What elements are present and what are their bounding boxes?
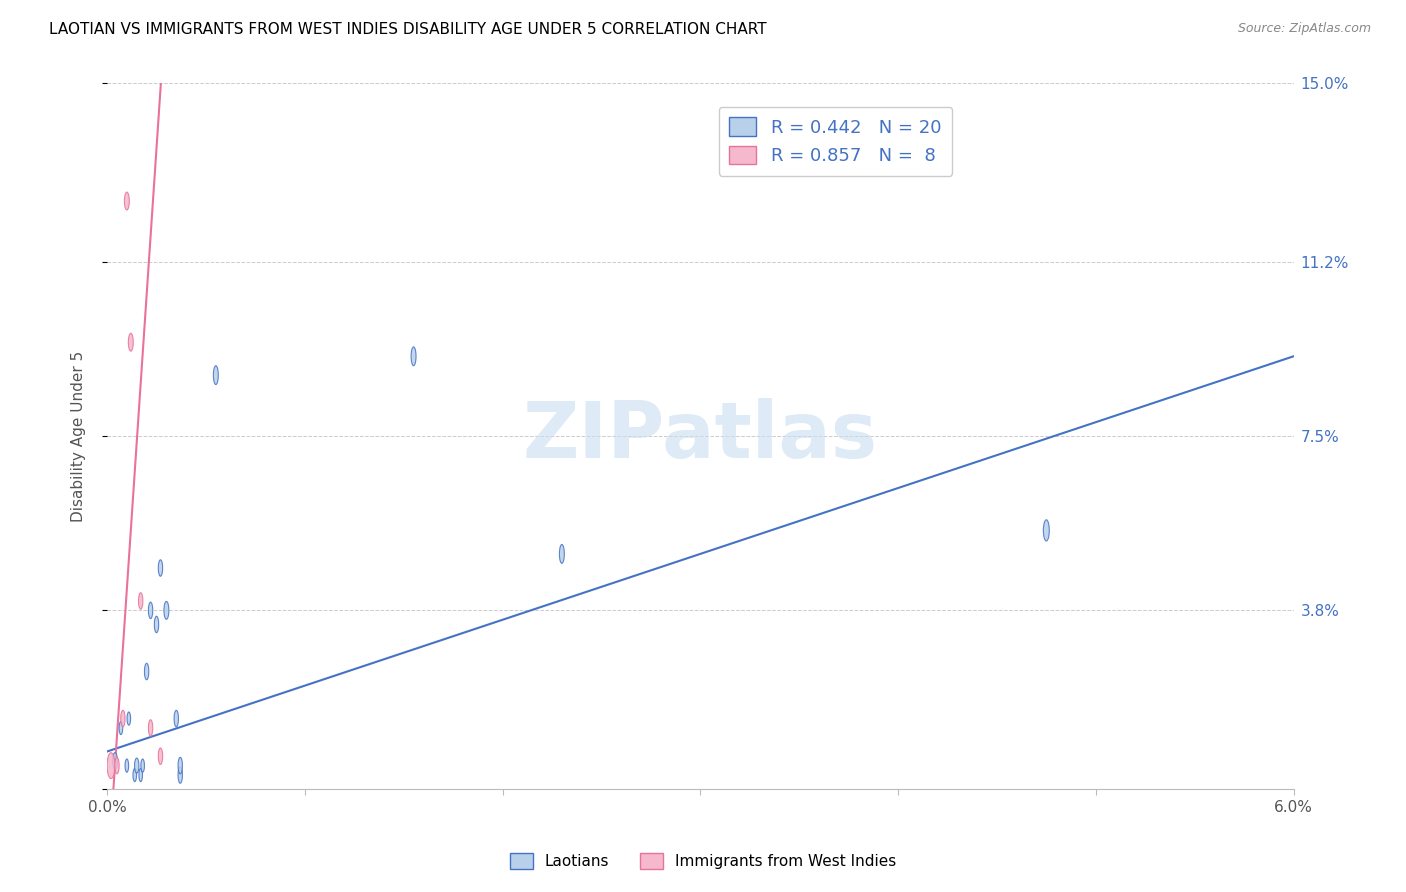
Ellipse shape (134, 768, 136, 781)
Ellipse shape (112, 753, 118, 769)
Ellipse shape (411, 347, 416, 366)
Ellipse shape (125, 759, 128, 772)
Ellipse shape (124, 192, 129, 210)
Ellipse shape (165, 601, 169, 619)
Ellipse shape (115, 757, 120, 774)
Ellipse shape (139, 768, 142, 781)
Ellipse shape (560, 544, 564, 564)
Text: LAOTIAN VS IMMIGRANTS FROM WEST INDIES DISABILITY AGE UNDER 5 CORRELATION CHART: LAOTIAN VS IMMIGRANTS FROM WEST INDIES D… (49, 22, 766, 37)
Ellipse shape (155, 616, 159, 632)
Ellipse shape (107, 753, 115, 779)
Text: Source: ZipAtlas.com: Source: ZipAtlas.com (1237, 22, 1371, 36)
Ellipse shape (121, 710, 125, 727)
Ellipse shape (135, 758, 139, 773)
Text: ZIPatlas: ZIPatlas (523, 399, 877, 475)
Ellipse shape (149, 602, 153, 618)
Ellipse shape (174, 710, 179, 727)
Ellipse shape (139, 592, 143, 609)
Ellipse shape (149, 720, 153, 736)
Ellipse shape (159, 748, 163, 764)
Legend: Laotians, Immigrants from West Indies: Laotians, Immigrants from West Indies (503, 847, 903, 875)
Ellipse shape (127, 712, 131, 725)
Ellipse shape (128, 334, 134, 351)
Ellipse shape (120, 722, 122, 735)
Legend: R = 0.442   N = 20, R = 0.857   N =  8: R = 0.442 N = 20, R = 0.857 N = 8 (718, 106, 952, 176)
Ellipse shape (145, 664, 149, 680)
Ellipse shape (1043, 520, 1049, 541)
Ellipse shape (141, 759, 145, 772)
Y-axis label: Disability Age Under 5: Disability Age Under 5 (72, 351, 86, 522)
Ellipse shape (159, 560, 163, 576)
Ellipse shape (179, 767, 183, 783)
Ellipse shape (214, 366, 218, 384)
Ellipse shape (179, 757, 183, 774)
